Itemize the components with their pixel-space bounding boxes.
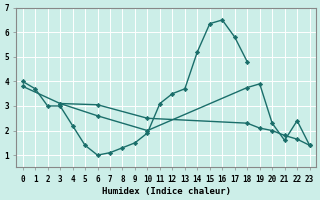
X-axis label: Humidex (Indice chaleur): Humidex (Indice chaleur) — [102, 187, 231, 196]
